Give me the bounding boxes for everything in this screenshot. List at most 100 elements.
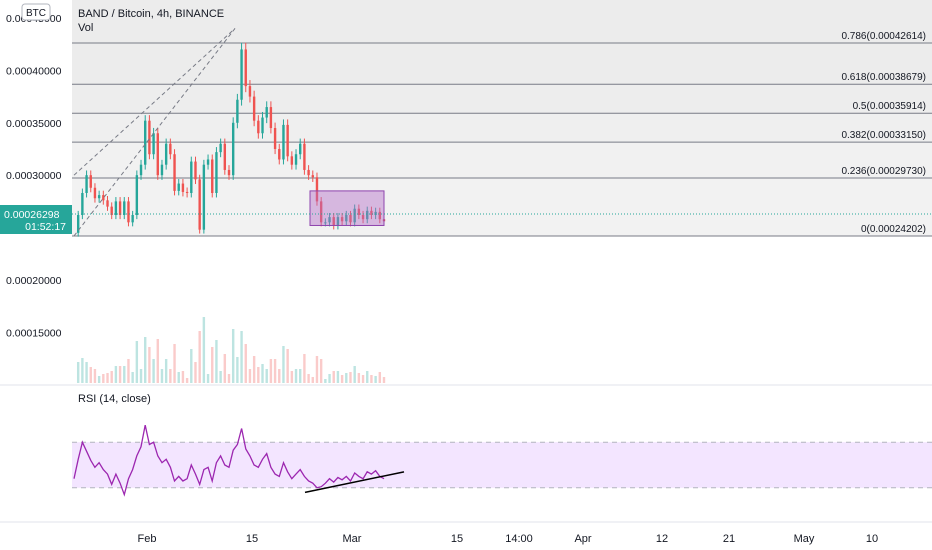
candle-body xyxy=(357,208,361,216)
volume-bar xyxy=(81,358,84,383)
volume-bar xyxy=(139,369,143,383)
volume-bar xyxy=(374,376,377,383)
volume-bar xyxy=(319,359,323,383)
volume-bar xyxy=(227,374,231,383)
volume-bar xyxy=(85,362,88,383)
volume-bar xyxy=(328,374,331,383)
candle-body xyxy=(181,183,185,192)
volume-bar xyxy=(282,346,285,383)
rsi-label: RSI (14, close) xyxy=(78,393,151,405)
fib-band-top xyxy=(72,0,932,44)
volume-bar xyxy=(378,372,382,383)
candle-body xyxy=(198,179,201,230)
volume-bar xyxy=(357,373,361,383)
drawings[interactable] xyxy=(72,28,932,237)
fib-band xyxy=(72,84,932,114)
volume-bar xyxy=(160,369,164,383)
volume-bar xyxy=(211,347,214,383)
candle-body xyxy=(311,175,314,178)
currency-badge-box[interactable] xyxy=(21,3,51,21)
volume-bar xyxy=(361,375,365,383)
volume-bar xyxy=(148,347,151,383)
fib-band xyxy=(72,142,932,179)
volume-bar xyxy=(164,359,168,383)
volume-bar xyxy=(185,378,189,383)
volume-bar xyxy=(156,339,159,383)
candle-body xyxy=(106,200,109,207)
candle-body xyxy=(194,161,197,180)
volume-bar xyxy=(144,337,147,383)
candle-body xyxy=(303,143,306,170)
fibonacci-retracement[interactable]: 0.786(0.00042614) 0.618(0.00038679) 0.5(0.… xyxy=(72,0,932,237)
time-axis[interactable]: Feb 15 Mar 15 14:00 Apr 12 21 May 10 xyxy=(138,533,879,545)
price-tick-label: 0.00015000 xyxy=(6,327,62,339)
symbol-title: BAND / Bitcoin, 4h, BINANCE xyxy=(78,8,224,20)
fib-level-label: 0.5(0.00035914) xyxy=(853,101,926,112)
candle-body xyxy=(169,143,172,155)
time-tick-label: 15 xyxy=(451,533,463,545)
volume-bar xyxy=(215,340,218,383)
candle-body xyxy=(219,143,222,153)
candle-body xyxy=(374,211,377,216)
volume-bar xyxy=(223,354,227,383)
candle-body xyxy=(307,169,310,176)
candle-body xyxy=(370,210,373,216)
candle-body xyxy=(336,217,340,226)
candle-body xyxy=(131,215,134,223)
time-tick-label: Apr xyxy=(574,533,591,545)
volume-bar xyxy=(114,366,118,383)
volume-bar xyxy=(269,359,273,383)
currency-badge[interactable]: BTC xyxy=(26,8,46,19)
volume-bar xyxy=(152,359,155,383)
time-tick-label: 10 xyxy=(866,533,878,545)
volume-bar xyxy=(190,349,193,383)
volume-bar xyxy=(173,344,176,383)
volume-bar xyxy=(336,371,340,383)
volume-bar xyxy=(257,367,260,383)
candle-body xyxy=(76,215,80,233)
candle-body xyxy=(223,143,227,170)
price-tick-label: 0.00020000 xyxy=(6,275,62,287)
volume-bar xyxy=(110,371,113,383)
candle-body xyxy=(294,154,298,165)
candle-body xyxy=(236,99,239,123)
volume-bar xyxy=(345,373,348,383)
fib-level-label: 0.382(0.00033150) xyxy=(841,130,926,141)
candle-body xyxy=(252,96,256,121)
candle-body xyxy=(273,128,277,149)
volume-bar xyxy=(76,362,80,383)
last-price-label: 0.00026298 xyxy=(4,209,60,221)
fib-band xyxy=(72,178,932,236)
time-tick-label: 12 xyxy=(656,533,668,545)
volume-bar xyxy=(219,371,222,383)
last-price-badge[interactable]: 0.00026298 01:52:17 xyxy=(0,205,72,234)
volume-bar xyxy=(93,369,97,383)
volume-bar xyxy=(303,354,306,383)
volume-bar xyxy=(382,377,386,383)
volume-bar xyxy=(290,371,294,383)
candle-body xyxy=(127,201,130,223)
candle-body xyxy=(240,49,243,100)
candle-body xyxy=(89,175,92,188)
candle-body xyxy=(185,191,189,193)
volume-bar xyxy=(236,357,239,383)
trend-line-lower xyxy=(73,28,236,237)
candle-body xyxy=(85,175,88,193)
volume-bar xyxy=(198,331,201,383)
candle-body xyxy=(206,159,210,165)
price-tick-label: 0.00035000 xyxy=(6,118,62,130)
volume-bar xyxy=(370,375,373,383)
fib-level-label: 0.236(0.00029730) xyxy=(841,166,926,177)
rsi-line xyxy=(73,424,385,497)
candle-body xyxy=(324,222,327,224)
volume-bar xyxy=(244,344,247,383)
price-axis[interactable]: 0.000150000.000200000.000250000.00030000… xyxy=(6,13,62,339)
candle-body xyxy=(269,107,273,129)
candle-body xyxy=(366,210,369,220)
candle-body xyxy=(290,156,294,165)
candle-body xyxy=(332,217,335,226)
volume-bar xyxy=(194,362,197,383)
candle-body xyxy=(378,211,382,220)
candle-body xyxy=(319,201,323,223)
